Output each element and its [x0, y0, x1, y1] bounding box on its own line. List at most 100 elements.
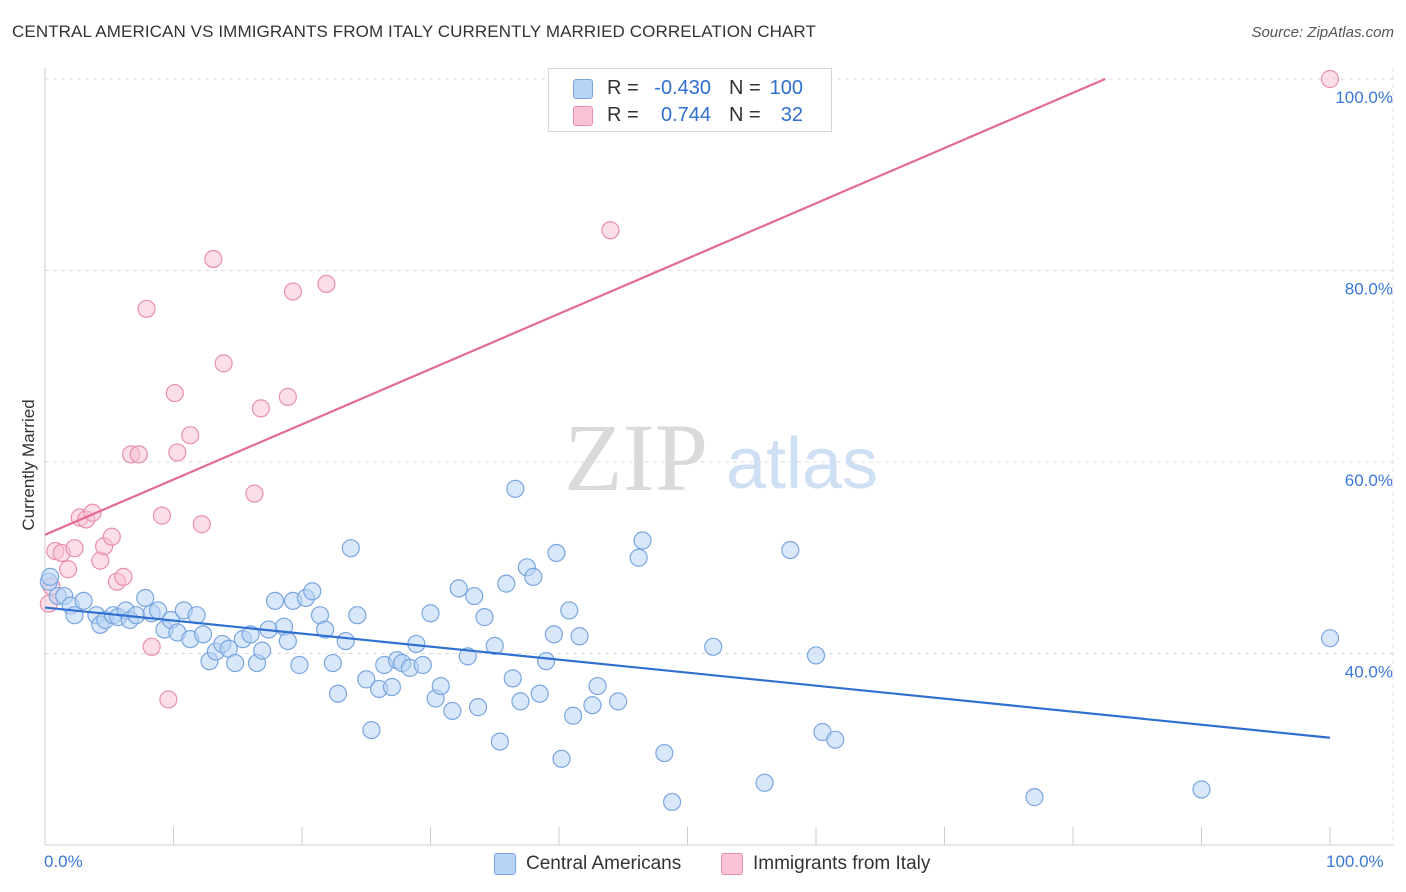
- point-immigrants-from-italy: [165, 383, 184, 403]
- point-central-americans: [552, 749, 571, 768]
- point-immigrants-from-italy: [251, 399, 270, 418]
- point-central-americans: [226, 653, 245, 673]
- point-central-americans: [806, 646, 826, 665]
- y-axis-label-wrap: Currently Married: [14, 300, 44, 630]
- watermark-zip: ZIP: [564, 404, 708, 511]
- point-immigrants-from-italy: [192, 515, 211, 534]
- point-central-americans: [475, 608, 494, 627]
- point-immigrants-from-italy: [137, 299, 156, 318]
- point-central-americans: [265, 591, 285, 610]
- chart-title: CENTRAL AMERICAN VS IMMIGRANTS FROM ITAL…: [12, 22, 816, 41]
- point-central-americans: [530, 684, 549, 703]
- point-central-americans: [74, 591, 93, 610]
- series-immigrants-from-italy: [39, 69, 1340, 709]
- point-central-americans: [278, 631, 297, 651]
- point-immigrants-from-italy: [129, 445, 148, 464]
- legend-n-value: 32: [780, 104, 803, 126]
- trendline-immigrants-from-italy: [44, 77, 1106, 536]
- point-central-americans: [583, 696, 602, 715]
- point-central-americans: [662, 792, 682, 812]
- point-central-americans: [503, 669, 522, 688]
- y-tick-label: 40.0%: [1345, 663, 1393, 682]
- point-central-americans: [485, 636, 504, 655]
- point-immigrants-from-italy: [204, 249, 223, 269]
- point-central-americans: [290, 655, 309, 675]
- point-central-americans: [241, 625, 260, 644]
- y-tick-label: 80.0%: [1345, 280, 1393, 299]
- point-central-americans: [328, 684, 348, 703]
- point-central-americans: [609, 692, 628, 711]
- source-label: Source: ZipAtlas.com: [1251, 24, 1394, 41]
- point-central-americans: [490, 732, 509, 751]
- point-immigrants-from-italy: [59, 560, 78, 579]
- point-immigrants-from-italy: [102, 527, 121, 546]
- point-central-americans: [443, 701, 462, 721]
- point-immigrants-from-italy: [152, 506, 172, 525]
- point-central-americans: [323, 653, 342, 673]
- trendline-central-americans: [44, 606, 1331, 739]
- y-tick-labels: 40.0% 60.0% 80.0% 100.0%: [1335, 88, 1393, 682]
- point-central-americans: [1192, 780, 1211, 799]
- axes: [44, 68, 1393, 846]
- point-central-americans: [193, 625, 213, 644]
- point-central-americans: [547, 543, 566, 563]
- point-immigrants-from-italy: [65, 539, 84, 558]
- point-central-americans: [1320, 629, 1340, 648]
- point-immigrants-from-italy: [1320, 69, 1340, 89]
- point-central-americans: [421, 604, 440, 623]
- watermark-atlas: atlas: [726, 424, 878, 504]
- point-central-americans: [465, 586, 484, 606]
- point-immigrants-from-italy: [214, 354, 233, 373]
- point-immigrants-from-italy: [245, 484, 264, 503]
- y-tick-label: 100.0%: [1335, 88, 1393, 107]
- point-immigrants-from-italy: [142, 637, 161, 656]
- point-central-americans: [588, 676, 607, 696]
- legend-n-label: N =: [729, 104, 761, 126]
- legend-stats: R = -0.430 N = 100 R = 0.744 N = 32: [548, 68, 832, 132]
- point-central-americans: [413, 655, 432, 675]
- series-central-americans: [39, 479, 1340, 812]
- legend-r-value: 0.744: [660, 104, 711, 126]
- point-central-americans: [458, 647, 477, 666]
- legend-swatch-blue: [573, 79, 593, 99]
- watermark: ZIP atlas: [564, 404, 878, 511]
- point-immigrants-from-italy: [159, 690, 178, 709]
- point-central-americans: [629, 548, 648, 567]
- x-tick-label-min: 0.0%: [44, 852, 83, 871]
- point-central-americans: [511, 692, 530, 711]
- point-central-americans: [341, 539, 360, 558]
- point-central-americans: [336, 631, 355, 651]
- legend-swatch-blue: [494, 853, 516, 875]
- trend-lines: [44, 77, 1331, 739]
- legend-item-label: Central Americans: [526, 853, 682, 874]
- y-axis-label: Currently Married: [19, 399, 38, 531]
- legend-n-value: 100: [769, 77, 803, 99]
- point-central-americans: [362, 720, 381, 740]
- legend-row-central-americans: R = -0.430 N = 100: [549, 75, 831, 101]
- point-central-americans: [449, 579, 468, 598]
- point-central-americans: [564, 706, 583, 725]
- legend-row-immigrants-from-italy: R = 0.744 N = 32: [549, 102, 831, 128]
- point-immigrants-from-italy: [168, 443, 187, 462]
- legend-r-value: -0.430: [654, 77, 711, 99]
- x-tick-label-max: 100.0%: [1326, 852, 1384, 871]
- point-central-americans: [570, 627, 589, 646]
- y-tick-label: 60.0%: [1345, 471, 1393, 490]
- point-central-americans: [348, 606, 367, 625]
- point-central-americans: [357, 670, 376, 689]
- point-central-americans: [826, 730, 845, 749]
- legend-n-label: N =: [729, 77, 761, 99]
- point-central-americans: [755, 773, 774, 792]
- point-immigrants-from-italy: [601, 221, 620, 240]
- point-central-americans: [468, 698, 488, 717]
- legend-series: Central Americans Immigrants from Italy: [0, 850, 1406, 880]
- point-central-americans: [41, 567, 60, 587]
- point-central-americans: [704, 637, 723, 656]
- point-central-americans: [506, 479, 525, 498]
- point-central-americans: [316, 620, 335, 639]
- point-central-americans: [253, 641, 272, 660]
- legend-swatch-pink: [573, 106, 593, 126]
- point-central-americans: [560, 601, 579, 620]
- point-immigrants-from-italy: [114, 567, 133, 587]
- point-central-americans: [187, 606, 206, 625]
